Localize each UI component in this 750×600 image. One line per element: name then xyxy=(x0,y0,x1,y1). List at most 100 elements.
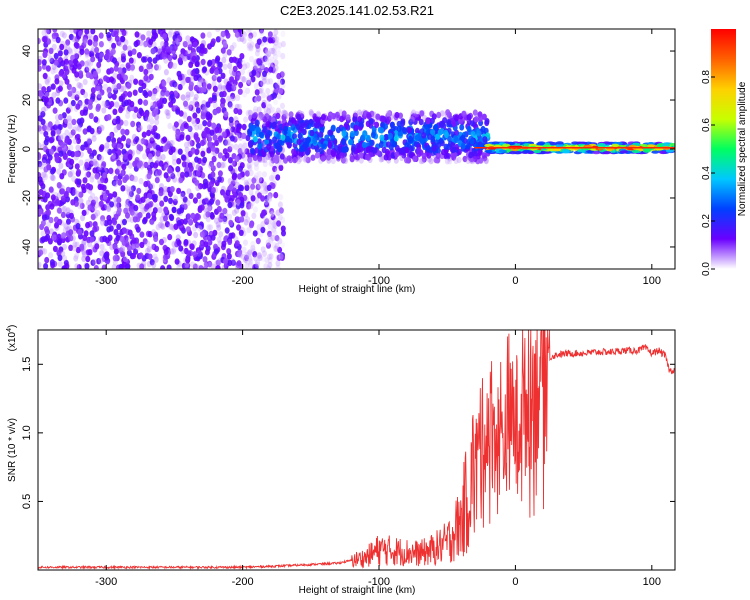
heatmap-cell xyxy=(50,194,56,201)
heatmap-cell xyxy=(78,151,84,158)
heatmap-cell xyxy=(328,129,334,136)
heatmap-cell xyxy=(100,219,105,227)
heatmap-cell xyxy=(65,63,71,70)
heatmap-cell xyxy=(221,90,227,98)
heatmap-cell xyxy=(113,248,119,255)
heatmap-cell xyxy=(113,229,119,236)
heatmap-cell xyxy=(56,249,62,257)
heatmap-cell xyxy=(245,110,251,117)
heatmap-cell xyxy=(126,82,132,89)
y-tick-label: 40 xyxy=(21,45,33,57)
heatmap-cell xyxy=(119,236,125,243)
heatmap-cell xyxy=(226,253,232,260)
heatmap-cell xyxy=(136,121,141,128)
heatmap-cell xyxy=(57,218,63,226)
heatmap-cell xyxy=(60,60,66,67)
heatmap-cell xyxy=(267,261,273,269)
heatmap-cell xyxy=(62,205,68,213)
heatmap-cell xyxy=(370,131,376,139)
heatmap-cell xyxy=(216,161,222,169)
heatmap-cell xyxy=(172,198,178,206)
heatmap-cell xyxy=(106,90,112,97)
colorbar-tick-label: 0.6 xyxy=(701,118,712,132)
snr-frame xyxy=(37,329,676,571)
heatmap-cell xyxy=(176,70,182,78)
heatmap-cell xyxy=(49,57,55,65)
heatmap-cell xyxy=(44,29,49,33)
heatmap-cell xyxy=(79,243,85,250)
heatmap-cell xyxy=(237,148,243,155)
heatmap-cell xyxy=(453,136,459,144)
heatmap-cell xyxy=(246,79,252,87)
heatmap-cell xyxy=(41,59,47,66)
heatmap-cell xyxy=(127,50,133,57)
heatmap-cell xyxy=(421,152,427,160)
heatmap-cell xyxy=(169,93,175,101)
heatmap-cell xyxy=(203,106,209,113)
heatmap-cell xyxy=(246,250,252,257)
heatmap-cell xyxy=(227,157,233,164)
heatmap-cell xyxy=(115,234,121,242)
heatmap-cell xyxy=(176,187,182,195)
heatmap-cell xyxy=(270,210,276,217)
heatmap-cell xyxy=(84,29,90,35)
heatmap-cell xyxy=(171,246,177,253)
heatmap-cell xyxy=(112,255,118,262)
heatmap-cell xyxy=(78,70,84,77)
heatmap-cell xyxy=(67,123,73,130)
heatmap-cell xyxy=(271,221,277,228)
heatmap-cell xyxy=(116,160,122,167)
heatmap-cell xyxy=(262,70,267,78)
heatmap-cell xyxy=(140,138,146,145)
heatmap-cell xyxy=(128,173,133,180)
y-tick-label: 0.5 xyxy=(21,494,33,509)
heatmap-cell xyxy=(188,192,194,200)
heatmap-cell xyxy=(155,223,161,231)
heatmap-cell xyxy=(84,66,90,74)
heatmap-cell xyxy=(149,118,155,125)
heatmap-cell xyxy=(189,131,195,138)
heatmap-cell xyxy=(416,147,422,154)
heatmap-cell xyxy=(358,157,364,164)
heatmap-cell xyxy=(416,114,421,121)
heatmap-cell xyxy=(79,202,85,209)
heatmap-cell xyxy=(418,118,424,126)
heatmap-cell xyxy=(214,57,220,64)
heatmap-cell xyxy=(65,196,70,203)
heatmap-cell xyxy=(123,255,128,263)
heatmap-cell xyxy=(76,264,82,269)
heatmap-cell xyxy=(132,112,138,120)
heatmap-cell xyxy=(57,85,63,92)
x-tick-label: 0 xyxy=(512,275,518,287)
heatmap-cell xyxy=(129,209,135,216)
heatmap-cell xyxy=(401,127,407,134)
heatmap-cell xyxy=(111,83,117,91)
heatmap-cell xyxy=(137,98,143,105)
heatmap-cell xyxy=(278,159,284,166)
heatmap-cell xyxy=(75,103,81,110)
heatmap-cell xyxy=(237,88,243,95)
snr-multiplier-label: (x104) xyxy=(6,325,18,352)
heatmap-cell xyxy=(187,40,193,47)
heatmap-cell xyxy=(365,134,371,142)
heatmap-cell xyxy=(326,115,332,122)
heatmap-cell xyxy=(76,137,81,144)
heatmap-cell xyxy=(140,196,146,203)
heatmap-cell xyxy=(219,212,225,220)
heatmap-cell xyxy=(108,193,113,200)
heatmap-cell xyxy=(38,59,42,66)
heatmap-cell xyxy=(96,127,102,135)
heatmap-cell xyxy=(68,48,74,55)
heatmap-cell xyxy=(381,146,387,154)
heatmap-cell xyxy=(185,76,191,84)
heatmap-cell xyxy=(246,226,252,234)
heatmap-cell xyxy=(78,197,84,204)
heatmap-cell xyxy=(280,30,286,38)
heatmap-cell xyxy=(173,223,179,230)
heatmap-cell xyxy=(265,239,271,246)
heatmap-cell xyxy=(167,233,173,241)
heatmap-cell xyxy=(185,257,191,264)
heatmap-cell xyxy=(202,80,208,87)
heatmap-cell xyxy=(177,148,183,155)
